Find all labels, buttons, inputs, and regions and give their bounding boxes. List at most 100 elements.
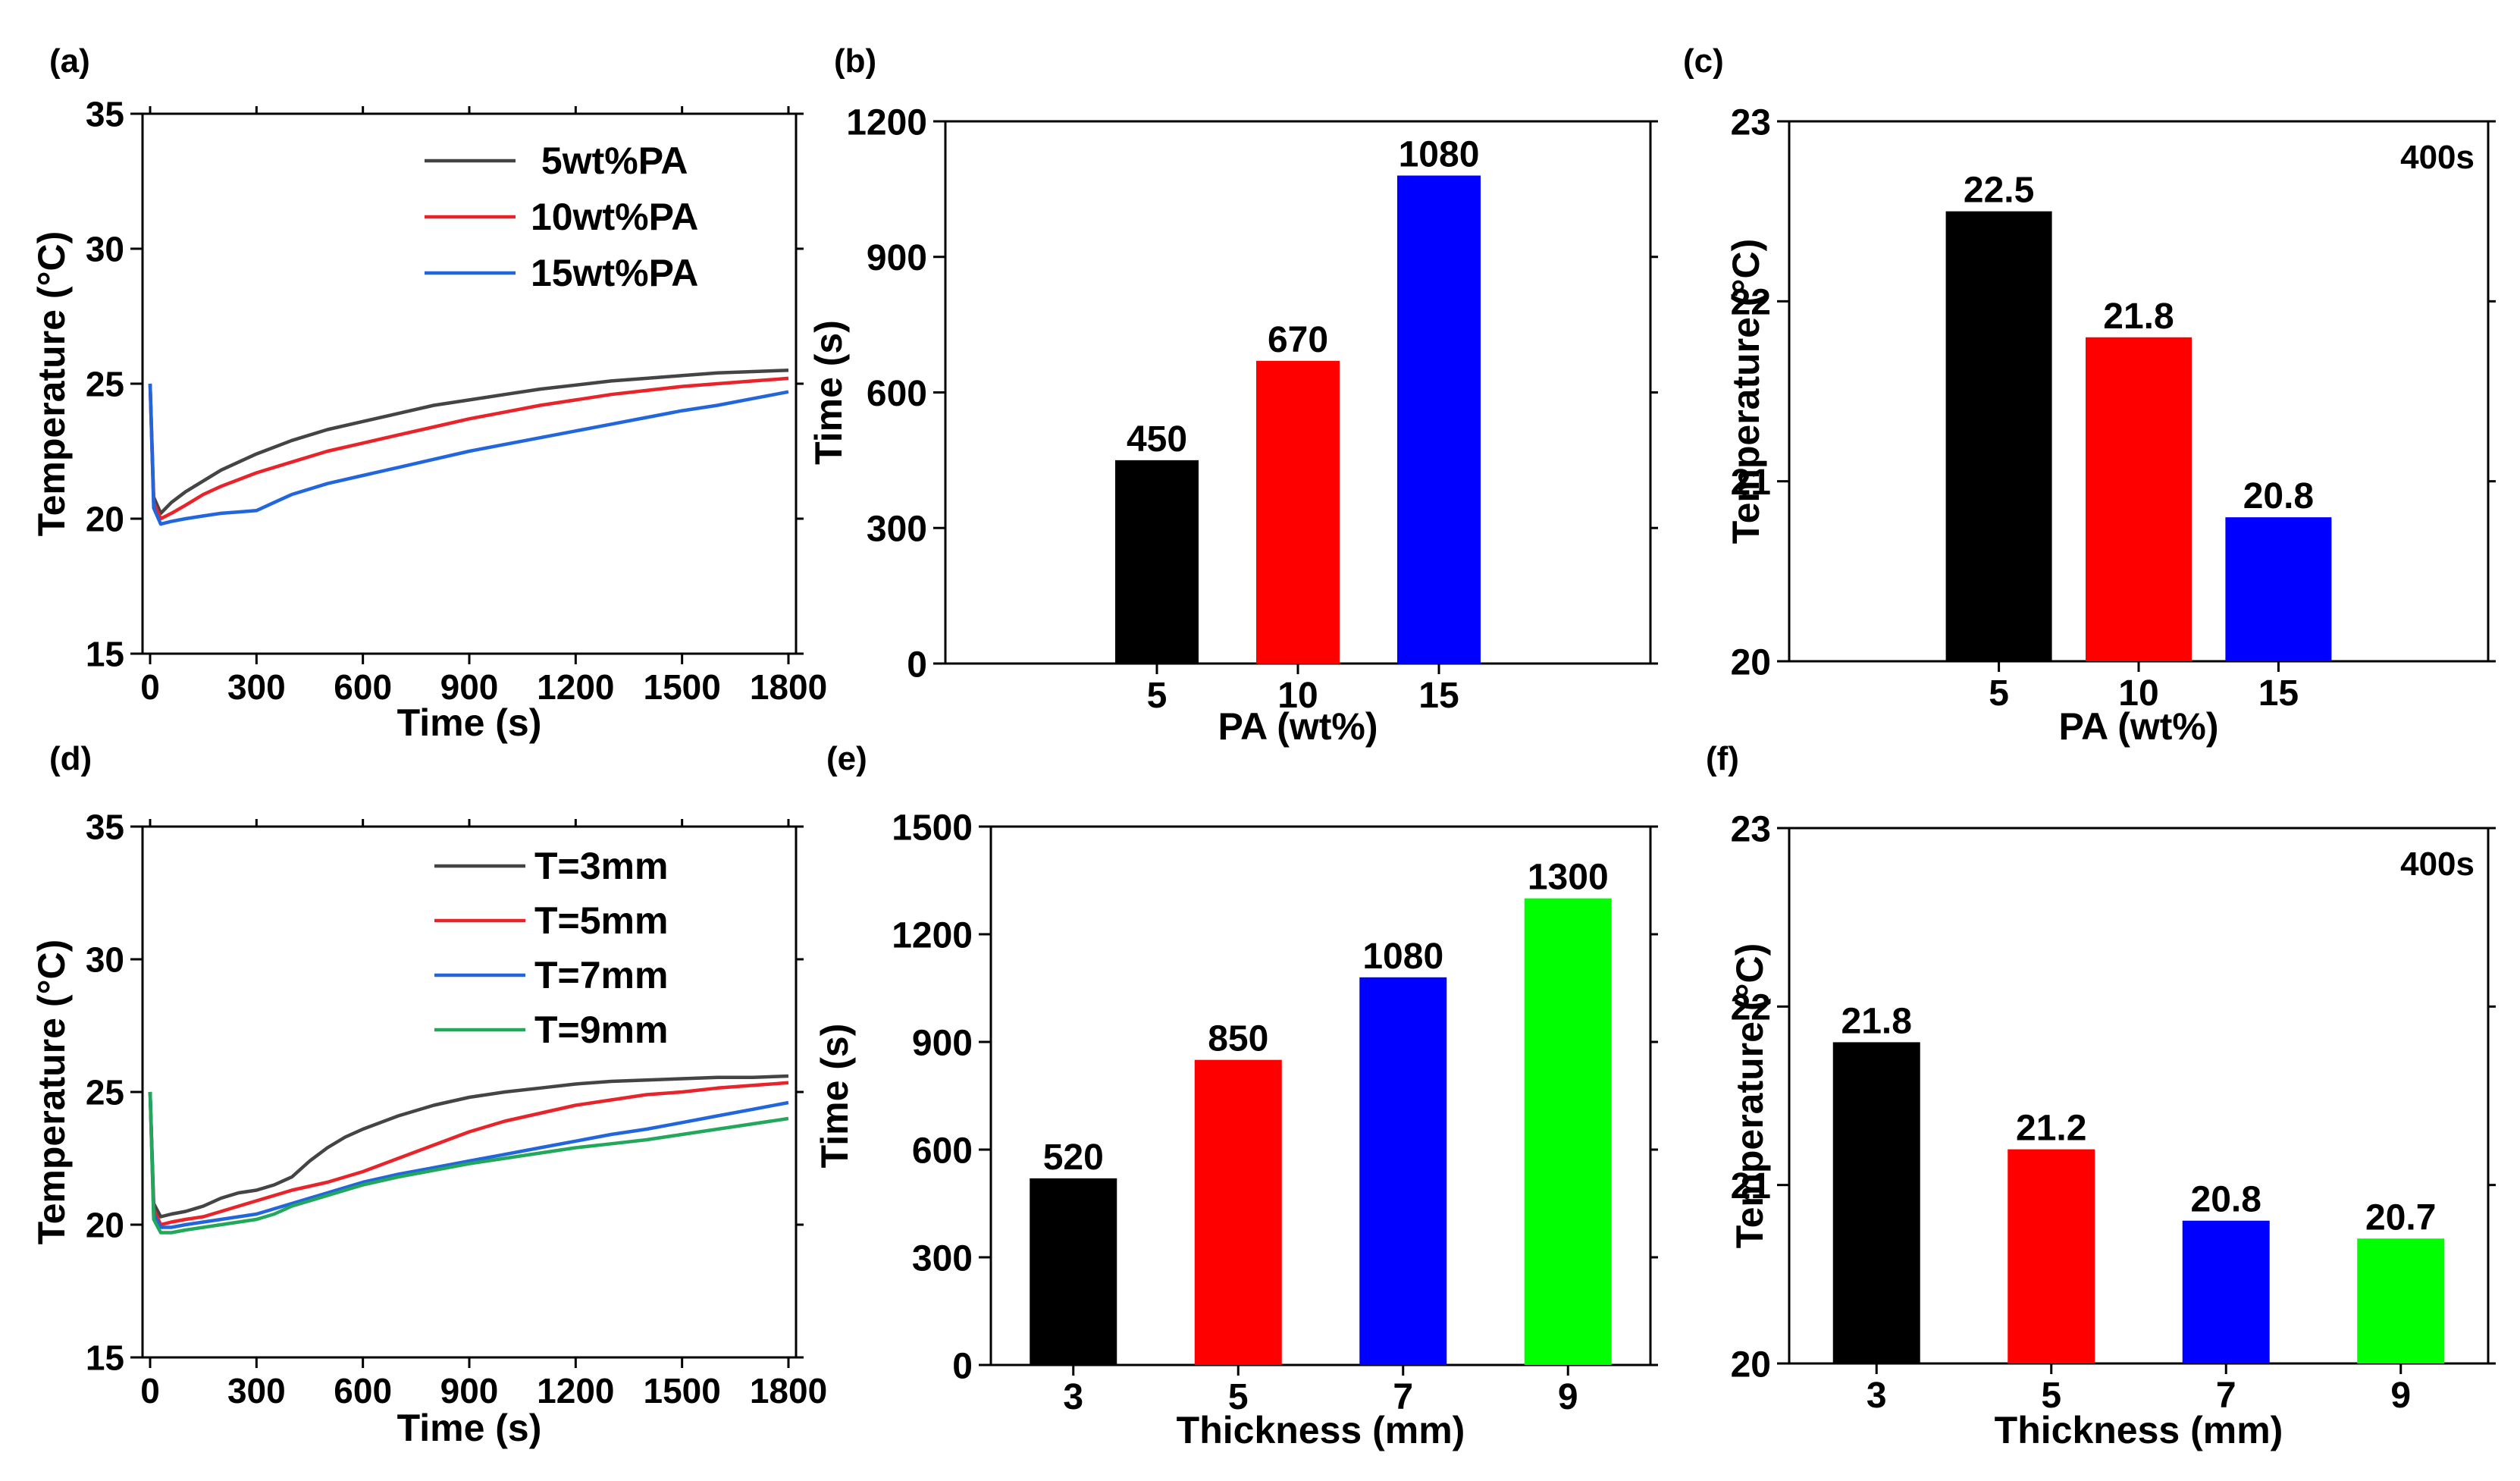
y-tick-label: 600 (867, 374, 927, 414)
x-tick-label: 1500 (643, 1371, 720, 1410)
x-axis-label: Time (s) (397, 1407, 542, 1449)
legend-label: 5wt%PA (531, 140, 688, 182)
y-tick-label: 1200 (892, 915, 973, 955)
y-tick-label: 20 (1731, 1345, 1771, 1385)
legend-label: T=9mm (534, 1009, 668, 1051)
bar (1115, 460, 1199, 664)
x-tick-label: 15 (2258, 673, 2299, 714)
bar-value-label: 20.7 (2365, 1197, 2436, 1238)
bar (1524, 898, 1612, 1365)
panel-a: (a) 15 20 25 30 35 Temperature (°C) Time (s) 0 30… (30, 42, 827, 744)
y-tick-label: 900 (912, 1023, 973, 1063)
y-tick-label: 30 (86, 940, 124, 980)
x-tick-label: 5 (1228, 1377, 1249, 1417)
bar-value-label: 670 (1268, 320, 1328, 360)
x-axis-label: Thickness (mm) (1995, 1409, 2283, 1451)
x-tick-label: 1200 (537, 667, 614, 707)
bar-value-label: 1080 (1362, 937, 1443, 977)
x-tick-label: 1800 (750, 1371, 827, 1410)
y-tick-label: 25 (86, 1073, 124, 1112)
panel-b: (b) 0 300 600 900 1200 Time (s) PA (wt%) 450 5 670… (807, 42, 1658, 748)
y-tick-label: 1200 (846, 102, 927, 143)
y-tick-label: 25 (86, 365, 124, 404)
bar-value-label: 450 (1127, 419, 1187, 460)
plot-frame (141, 825, 798, 1359)
bar (1194, 1059, 1282, 1365)
bar-value-label: 21.2 (2016, 1109, 2086, 1149)
y-tick-label: 35 (86, 808, 124, 847)
bar-value-label: 520 (1043, 1137, 1104, 1178)
y-tick-label: 20 (86, 500, 124, 539)
y-tick-label: 21 (1731, 463, 1771, 503)
x-tick-label: 9 (2390, 1376, 2411, 1416)
y-tick-label: 15 (86, 635, 124, 674)
x-tick-label: 0 (140, 667, 160, 707)
x-tick-label: 3 (1866, 1376, 1887, 1416)
y-tick-label: 600 (912, 1131, 973, 1171)
series-line (148, 1081, 789, 1227)
legend-label: T=3mm (534, 845, 668, 887)
legend-label: 15wt%PA (531, 252, 698, 294)
x-tick-label: 7 (1393, 1377, 1413, 1417)
x-tick-label: 5 (1989, 673, 2009, 714)
legend-label: T=5mm (534, 899, 668, 942)
series-line (148, 383, 789, 526)
panel-label: (c) (1683, 42, 1724, 80)
series-line (148, 368, 789, 516)
bar-value-label: 850 (1208, 1019, 1268, 1059)
y-tick-label: 0 (907, 645, 927, 685)
bar-value-label: 22.5 (1964, 171, 2034, 211)
bar (1359, 977, 1447, 1365)
x-tick-label: 9 (1558, 1377, 1578, 1417)
x-tick-label: 300 (227, 1371, 286, 1410)
y-axis-label: Temperature (°C) (30, 231, 73, 536)
series-line (148, 376, 789, 521)
x-axis-label: Time (s) (397, 701, 542, 744)
time-annotation: 400s (2400, 846, 2475, 883)
plot-frame (1788, 827, 2490, 1365)
x-tick-label: 15 (1418, 676, 1459, 716)
y-tick-label: 35 (86, 95, 124, 134)
x-tick-label: 1500 (643, 667, 720, 707)
y-tick-label: 20 (86, 1206, 124, 1245)
bar-value-label: 21.8 (2103, 297, 2174, 337)
x-tick-label: 10 (2118, 673, 2158, 714)
y-tick-label: 300 (912, 1238, 973, 1279)
bar-value-label: 21.8 (1841, 1001, 1912, 1041)
y-tick-label: 30 (86, 230, 124, 269)
panel-c: (c) 20 21 22 23 Temperature (°C) PA (wt%) 400s 2… (1683, 42, 2496, 748)
x-tick-label: 300 (227, 667, 286, 707)
y-tick-label: 22 (1731, 283, 1771, 323)
y-tick-label: 20 (1731, 642, 1771, 682)
y-tick-label: 23 (1731, 809, 1771, 849)
bar-value-label: 1080 (1399, 135, 1480, 175)
x-axis-label: PA (wt%) (1218, 705, 1378, 748)
series-line (148, 1074, 789, 1219)
panel-label: (a) (49, 42, 90, 80)
time-annotation: 400s (2400, 139, 2475, 176)
panel-label: (f) (1706, 740, 1739, 777)
y-axis-label: Temperature (°C) (30, 940, 73, 1244)
legend-label: 10wt%PA (531, 196, 698, 238)
x-axis-label: Thickness (mm) (1177, 1409, 1465, 1451)
x-axis-label: PA (wt%) (2058, 705, 2218, 748)
bar-value-label: 1300 (1528, 858, 1609, 898)
bar (1030, 1178, 1117, 1365)
x-tick-label: 5 (2041, 1376, 2061, 1416)
y-tick-label: 15 (86, 1338, 124, 1378)
panel-d: (d) 15 20 25 30 35 Temperature (°C) Time (s) 0 30… (30, 740, 827, 1449)
x-tick-label: 1800 (750, 667, 827, 707)
legend-label: T=7mm (534, 954, 668, 996)
bar (2182, 1220, 2270, 1363)
y-axis-label: Temperature (°C) (1729, 943, 1771, 1248)
bar-value-label: 20.8 (2243, 476, 2314, 516)
x-tick-label: 600 (334, 1371, 392, 1410)
x-tick-label: 10 (1277, 676, 1318, 716)
panel-label: (d) (49, 740, 92, 777)
y-axis-label: Time (s) (807, 320, 850, 465)
y-tick-label: 22 (1731, 988, 1771, 1028)
x-tick-label: 7 (2216, 1376, 2236, 1416)
panel-e: (e) 0 300 600 900 1200 1500 Time (s) Thickness (… (813, 740, 1658, 1451)
legend: 5wt%PA 10wt%PA 15wt%PA (425, 140, 698, 294)
bar-value-label: 20.8 (2191, 1180, 2261, 1220)
